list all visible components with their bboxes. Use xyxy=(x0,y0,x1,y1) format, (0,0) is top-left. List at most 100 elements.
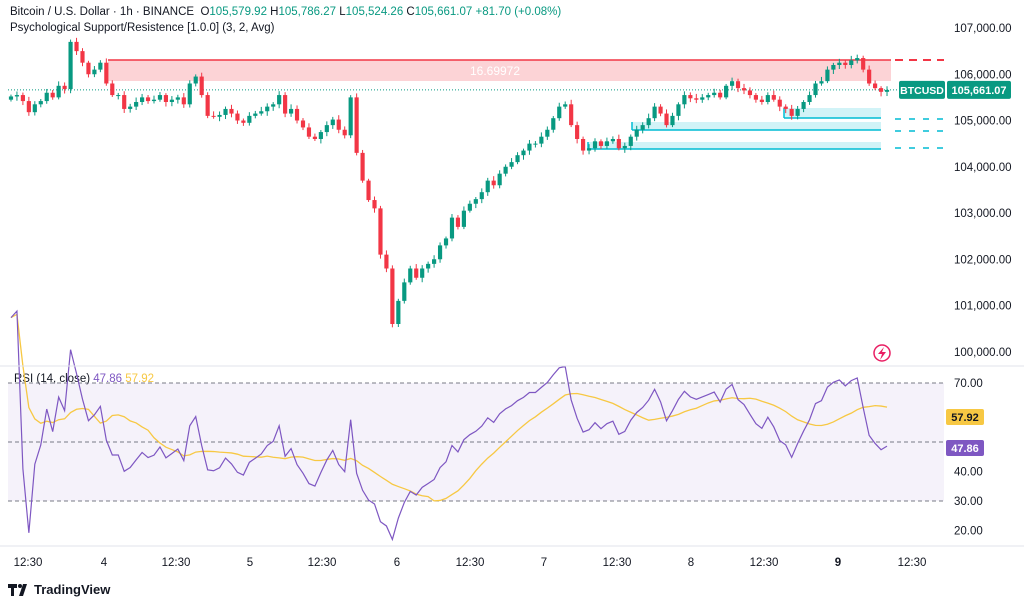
lightning-bolt-icon xyxy=(878,347,886,360)
candle-body xyxy=(330,119,335,126)
candle-body xyxy=(759,99,764,102)
candle-body xyxy=(128,106,133,109)
candle-body xyxy=(294,108,300,121)
time-tick: 8 xyxy=(688,557,694,569)
candle-body xyxy=(616,139,621,149)
candle-body xyxy=(694,98,699,100)
candle-body xyxy=(145,97,151,102)
candle-body xyxy=(485,180,490,193)
candle-body xyxy=(664,113,669,126)
candle-body xyxy=(455,217,461,227)
rsi-line xyxy=(10,309,888,542)
rsi-legend[interactable]: RSI (14, close) 47.86 57.92 xyxy=(14,373,154,385)
symbol-line[interactable]: Bitcoin / U.S. Dollar · 1h · BINANCE xyxy=(10,6,195,18)
price-tick: 104,000.00 xyxy=(954,162,1012,174)
candle-body xyxy=(658,106,663,114)
candle-body xyxy=(217,114,222,117)
candle-body xyxy=(735,81,741,89)
rsi-ma-tag: 57.92 xyxy=(951,412,979,424)
candle-body xyxy=(199,76,204,96)
candle-body xyxy=(855,58,860,61)
rsi-tick: 40.00 xyxy=(954,467,983,479)
price-tick: 101,000.00 xyxy=(954,301,1012,313)
rsi-tag: 47.86 xyxy=(951,443,979,455)
candle-body xyxy=(62,85,67,90)
candle-body xyxy=(449,217,455,239)
symbol-tag: BTCUSD xyxy=(900,85,944,97)
open-label: O xyxy=(200,6,210,18)
support-zone xyxy=(632,122,881,130)
candle-body xyxy=(533,143,538,145)
candle-body xyxy=(56,85,61,98)
candle-body xyxy=(372,200,377,209)
candle-body xyxy=(551,118,556,130)
candle-body xyxy=(515,155,520,163)
candle-body xyxy=(521,150,526,156)
candle-body xyxy=(86,62,91,75)
candle-body xyxy=(813,83,818,96)
candle-body xyxy=(283,95,288,114)
candle-body xyxy=(360,152,365,181)
candle-body xyxy=(581,139,586,151)
candle-body xyxy=(169,99,174,102)
close-value: 105,661.07 xyxy=(414,6,473,18)
candle-body xyxy=(116,95,121,97)
candle-body xyxy=(575,125,580,139)
candle-body xyxy=(479,192,484,200)
chart-header: Bitcoin / U.S. Dollar · 1h · BINANCE O10… xyxy=(10,6,561,18)
candle-body xyxy=(271,104,276,107)
rsi-ma-tag-bg xyxy=(946,409,984,425)
candle-body xyxy=(640,125,645,130)
tradingview-logo[interactable]: TradingView xyxy=(8,582,110,597)
time-tick: 12:30 xyxy=(308,557,337,569)
candle-body xyxy=(771,95,776,100)
candle-body xyxy=(670,115,675,126)
time-tick: 4 xyxy=(101,557,108,569)
candle-body xyxy=(467,203,472,211)
rsi-label: RSI (14, close) xyxy=(14,373,91,385)
candle-body xyxy=(241,120,246,123)
candle-body xyxy=(878,88,884,92)
candle-body xyxy=(74,41,79,52)
high-value: 105,786.27 xyxy=(278,6,337,18)
candle-body xyxy=(253,113,258,116)
candle-body xyxy=(443,238,449,246)
candle-body xyxy=(151,99,157,102)
indicator-legend[interactable]: Psychological Support/Resistence [1.0.0]… xyxy=(10,22,275,34)
tradingview-icon xyxy=(8,583,27,596)
candle-body xyxy=(491,180,496,186)
price-tick: 103,000.00 xyxy=(954,208,1012,220)
candle-body xyxy=(807,95,812,102)
zone-label: 16.69972 xyxy=(470,64,520,78)
candle-body xyxy=(676,104,681,116)
candle-body xyxy=(193,76,198,84)
open-value: 105,579.92 xyxy=(209,6,267,18)
candle-body xyxy=(604,141,610,146)
time-tick: 12:30 xyxy=(162,557,191,569)
candle-body xyxy=(700,97,705,100)
candle-body xyxy=(706,95,711,98)
rsi-tag-bg xyxy=(946,440,984,456)
candle-body xyxy=(306,127,312,137)
rsi-tick: 30.00 xyxy=(954,496,983,508)
candle-body xyxy=(586,148,592,151)
high-label: H xyxy=(270,6,279,18)
candle-body xyxy=(801,102,806,109)
candle-body xyxy=(235,113,240,121)
time-tick: 12:30 xyxy=(898,557,927,569)
candle-body xyxy=(545,129,550,137)
candle-body xyxy=(211,115,216,117)
candle-body xyxy=(247,115,252,123)
candle-body xyxy=(342,129,347,136)
symbol-tag-bg xyxy=(899,80,945,99)
candle-body xyxy=(461,210,466,227)
candle-body xyxy=(157,95,163,100)
candle-body xyxy=(873,83,878,89)
candle-body xyxy=(503,166,508,174)
support-zone xyxy=(784,108,881,118)
time-tick: 7 xyxy=(541,557,547,569)
candle-body xyxy=(837,62,842,65)
close-label: C xyxy=(406,6,415,18)
candle-body xyxy=(426,263,431,269)
